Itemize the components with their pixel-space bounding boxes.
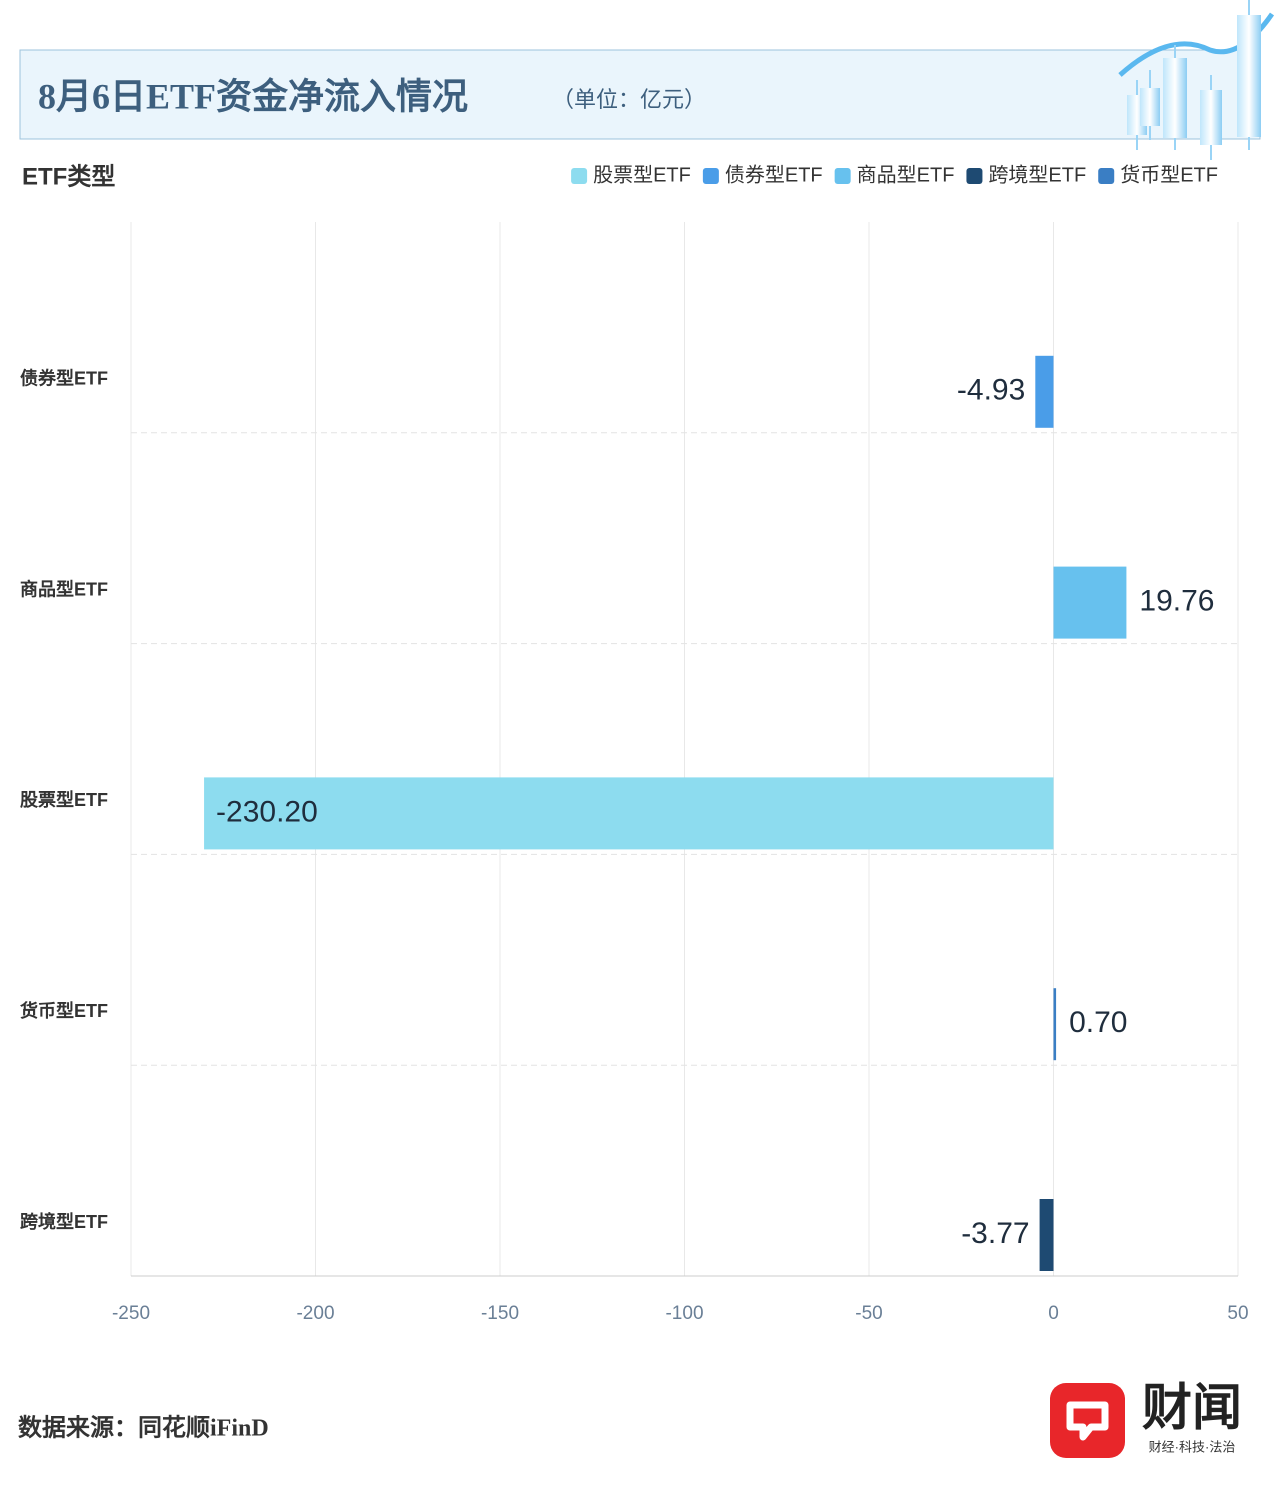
legend-label: 商品型ETF [857, 163, 955, 186]
legend-swatch [966, 168, 983, 184]
y-axis-label: ETF类型 [22, 163, 115, 190]
data-label: 0.70 [1069, 1006, 1127, 1039]
x-tick-label: -200 [296, 1303, 334, 1324]
legend-swatch [702, 168, 719, 184]
x-tick-label: 0 [1048, 1303, 1059, 1324]
x-tick-label: -250 [112, 1303, 150, 1324]
logo-name: 财闻 [1142, 1379, 1242, 1435]
bar [1053, 988, 1057, 1061]
title-box [19, 49, 1261, 140]
legend-swatch [571, 168, 588, 184]
header-decoration [1118, 0, 1275, 160]
y-tick-label: 债券型ETF [20, 368, 108, 389]
legend-swatch [1098, 168, 1115, 184]
chart-subtitle: （单位：亿元） [552, 87, 706, 112]
bar [1039, 1199, 1054, 1271]
logo-slogan: 财经·科技·法治 [1149, 1439, 1236, 1454]
data-label: 19.76 [1139, 585, 1214, 618]
bar [1035, 355, 1054, 428]
legend-label: 跨境型ETF [988, 163, 1086, 186]
y-tick-label: 跨境型ETF [20, 1211, 108, 1232]
x-tick-label: 50 [1227, 1303, 1248, 1324]
chart-title: 8月6日ETF资金净流入情况 [38, 75, 468, 116]
y-tick-label: 货币型ETF [20, 1000, 108, 1021]
legend-label: 股票型ETF [593, 163, 691, 186]
x-tick-label: -150 [481, 1303, 519, 1324]
x-tick-label: -100 [665, 1303, 703, 1324]
data-label: -3.77 [961, 1217, 1029, 1250]
legend-label: 债券型ETF [725, 163, 823, 186]
data-label: -230.20 [216, 795, 318, 828]
y-tick-label: 股票型ETF [19, 789, 108, 810]
source: 数据来源：同花顺iFinD [18, 1414, 269, 1442]
logo: 财闻 财经·科技·法治 [1050, 1379, 1242, 1458]
x-tick-label: -50 [855, 1303, 882, 1324]
bar [1053, 566, 1127, 639]
legend-label: 货币型ETF [1120, 163, 1218, 186]
bar [204, 777, 1054, 850]
legend-swatch [834, 168, 851, 184]
data-label: -4.93 [957, 374, 1025, 407]
y-tick-label: 商品型ETF [20, 578, 108, 599]
